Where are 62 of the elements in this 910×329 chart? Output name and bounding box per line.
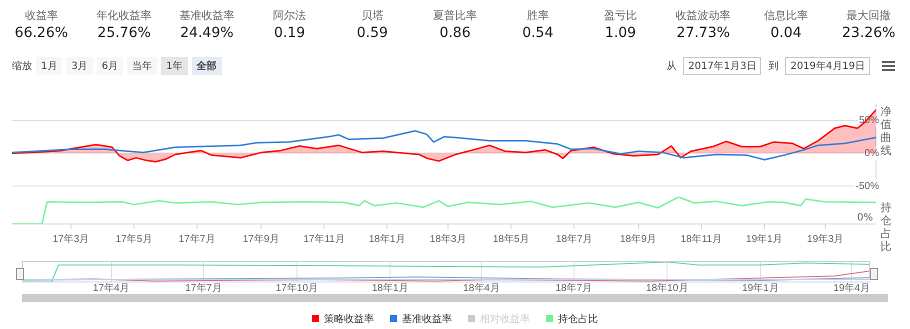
- x-tick-label: 18年1月: [368, 232, 406, 245]
- x-tick-label: 17年7月: [178, 232, 216, 245]
- text: 3月: [66, 57, 93, 75]
- text: 1年: [161, 57, 188, 75]
- legend-label: 基准收益率: [402, 314, 452, 325]
- text: 0.86: [439, 25, 471, 41]
- x-tick-label: 18年7月: [555, 282, 592, 294]
- x-tick-label: 18年4月: [463, 282, 500, 294]
- x-tick-label: 17年3月: [52, 232, 90, 245]
- text: 当年: [127, 57, 158, 75]
- text: 1月: [36, 57, 62, 75]
- y-axis-title: 净值曲线: [880, 105, 892, 157]
- text: 0.59: [356, 25, 388, 41]
- x-tick-label: 17年7月: [185, 282, 222, 294]
- category-label: 收益率: [24, 8, 59, 23]
- text: 2017年1月3日: [683, 57, 762, 75]
- category-label: 贝塔: [360, 8, 384, 23]
- text: 24.49%: [180, 25, 234, 41]
- legend-label: 持仓占比: [558, 314, 598, 325]
- x-tick-label: 19年1月: [746, 232, 783, 245]
- text: 6月: [96, 57, 124, 75]
- y-tick-label: -50%: [856, 180, 880, 192]
- category-label: 阿尔法: [272, 8, 308, 23]
- x-tick-label: 18年7月: [556, 232, 593, 245]
- text: 0.54: [522, 25, 554, 41]
- x-tick-label: 18年3月: [430, 232, 466, 245]
- legend-label: 策略收益率: [324, 314, 374, 325]
- x-tick-label: 18年5月: [492, 232, 530, 245]
- x-tick-label: 18年10月: [646, 282, 688, 294]
- category-label: 收益波动率: [674, 8, 732, 23]
- text: 66.26%: [14, 25, 68, 41]
- text: 23.26%: [842, 25, 896, 41]
- x-tick-label: 18年1月: [372, 282, 409, 294]
- text: 全部: [192, 57, 222, 75]
- x-tick-label: 19年4月: [833, 282, 870, 294]
- category-label: 基准收益率: [178, 8, 236, 23]
- text: 缩放: [12, 60, 32, 73]
- text: 2019年4月19日: [785, 57, 870, 75]
- y-tick-label: 0%: [864, 148, 880, 159]
- x-tick-label: 17年10月: [276, 282, 318, 294]
- category-label: 夏普比率: [432, 8, 478, 23]
- x-tick-label: 18年11月: [680, 232, 722, 245]
- x-tick-label: 17年9月: [242, 232, 280, 245]
- x-tick-label: 19年3月: [807, 232, 844, 245]
- text: 0.19: [274, 25, 306, 41]
- x-tick-label: 18年9月: [620, 232, 657, 245]
- text: 1.09: [604, 25, 636, 41]
- text: 25.76%: [97, 25, 151, 41]
- category-label: 最大回撤: [846, 8, 892, 23]
- y-axis-title: 持仓占比: [880, 201, 892, 253]
- text: 到: [768, 60, 778, 73]
- category-label: 年化收益率: [96, 8, 153, 23]
- x-tick-label: 17年4月: [92, 282, 130, 294]
- category-label: 盈亏比: [603, 8, 638, 23]
- x-tick-label: 17年11月: [303, 232, 345, 245]
- text: 27.73%: [676, 25, 730, 41]
- text: 从: [666, 60, 676, 73]
- text: 0.04: [770, 25, 802, 41]
- x-tick-label: 19年1月: [742, 282, 779, 294]
- category-label: 信息比率: [762, 8, 809, 23]
- x-tick-label: 17年5月: [116, 232, 152, 245]
- category-label: 胜率: [526, 8, 550, 23]
